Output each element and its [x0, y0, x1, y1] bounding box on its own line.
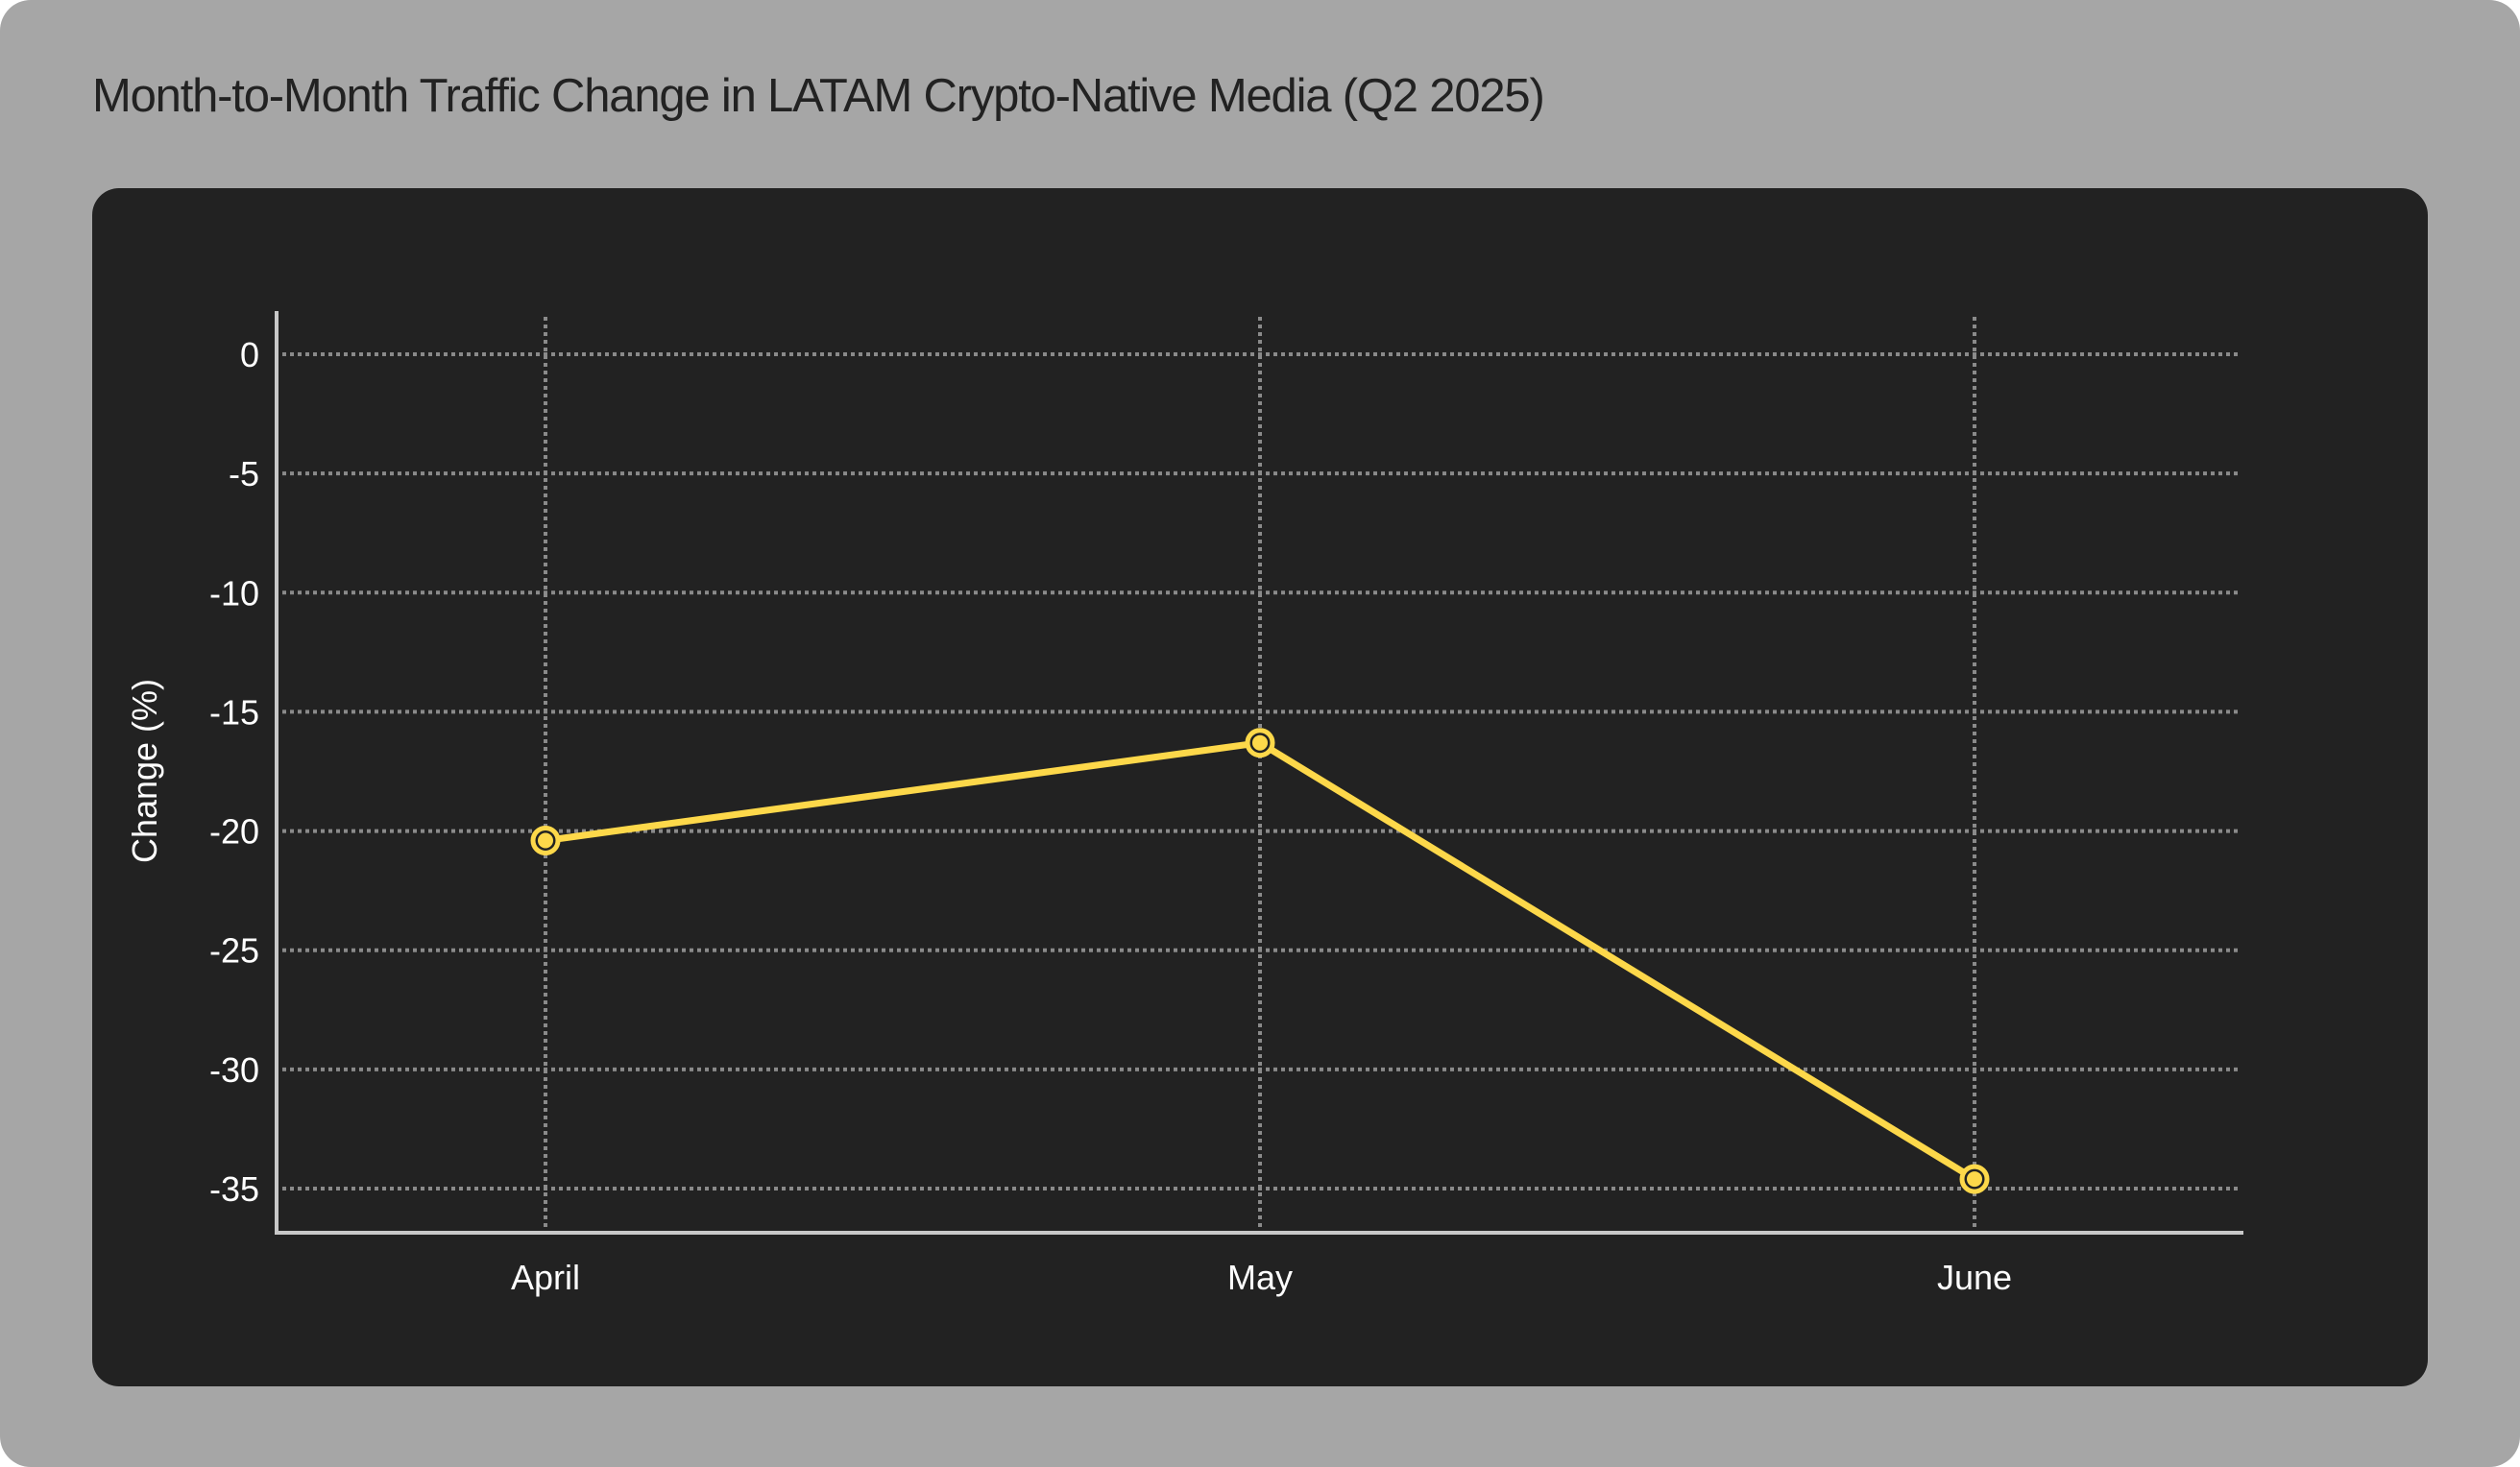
y-tick-label: -15	[209, 692, 259, 732]
y-tick-label: -5	[229, 454, 259, 493]
x-tick-label: May	[1227, 1258, 1293, 1297]
y-axis-title: Change (%)	[125, 679, 164, 863]
chart-title: Month-to-Month Traffic Change in LATAM C…	[92, 70, 1545, 122]
y-tick-labels: 0 -5 -10 -15 -20 -25 -30 -35	[209, 335, 259, 1209]
y-tick-label: -35	[209, 1169, 259, 1209]
x-tick-labels: April May June	[511, 1258, 2012, 1297]
y-tick-label: -20	[209, 812, 259, 852]
data-point-april[interactable]	[530, 826, 561, 856]
point-marker-dot	[538, 832, 553, 849]
y-tick-label: -30	[209, 1050, 259, 1090]
point-marker-dot	[1252, 734, 1268, 751]
series-traffic-change	[530, 728, 1990, 1194]
data-point-june[interactable]	[1959, 1164, 1990, 1194]
series-line	[542, 739, 1978, 1183]
x-tick-label: April	[511, 1258, 580, 1297]
x-tick-label: June	[1937, 1258, 2012, 1297]
y-tick-label: -10	[209, 573, 259, 613]
point-marker-dot	[1967, 1171, 1982, 1188]
data-point-may[interactable]	[1245, 728, 1275, 758]
y-tick-label: -25	[209, 931, 259, 971]
y-tick-label: 0	[240, 335, 259, 374]
vertical-gridlines	[544, 317, 1976, 1229]
